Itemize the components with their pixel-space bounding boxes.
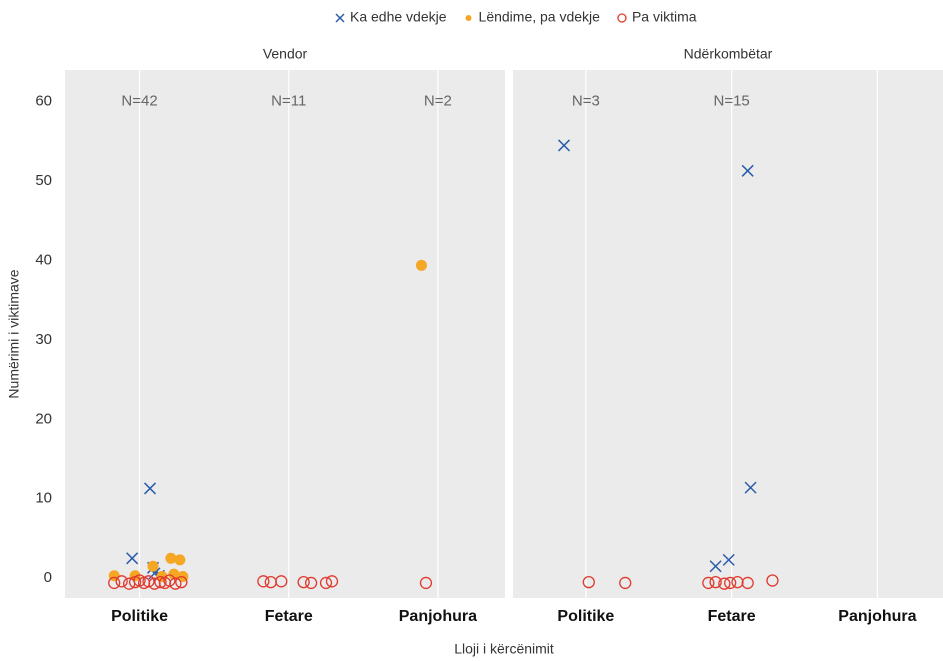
marker-circle — [702, 576, 715, 590]
x-axis-label: Lloji i kërcënimit — [454, 641, 554, 657]
marker-dot — [415, 259, 427, 271]
marker-circle — [731, 575, 744, 589]
marker-cross — [722, 553, 735, 566]
annotation: N=15 — [714, 93, 750, 110]
marker-circle — [766, 574, 779, 587]
marker-circle — [108, 576, 121, 590]
marker-circle — [304, 576, 318, 590]
marker-circle — [275, 575, 288, 588]
legend-label: Lëndime, pa vdekje — [479, 9, 601, 25]
marker-circle — [617, 13, 627, 23]
marker-dot — [465, 15, 472, 21]
legend-label: Pa viktima — [632, 9, 697, 25]
facet-title: Vendor — [263, 46, 308, 62]
marker-cross — [143, 482, 157, 495]
x-tick-label: Fetare — [708, 608, 756, 625]
marker-circle — [741, 576, 754, 590]
marker-circle — [419, 576, 433, 590]
marker-cross — [557, 139, 571, 152]
y-tick-label: 30 — [35, 331, 52, 348]
y-tick-label: 50 — [35, 172, 52, 189]
marker-circle — [319, 576, 333, 590]
cross-stroke — [741, 164, 754, 177]
marker-circle — [718, 577, 731, 590]
cross-stroke — [335, 13, 345, 23]
marker-circle — [325, 575, 339, 588]
cross-stroke — [744, 481, 757, 494]
x-tick-label: Politike — [557, 608, 614, 625]
marker-cross — [126, 552, 139, 565]
marker-cross — [335, 13, 345, 23]
marker-circle — [582, 575, 595, 589]
legend-label: Ka edhe vdekje — [350, 9, 447, 25]
marker-circle — [154, 575, 167, 589]
annotation: N=42 — [121, 93, 157, 110]
marker-circle — [142, 575, 155, 588]
y-tick-label: 60 — [35, 93, 52, 110]
marker-dot — [147, 560, 159, 572]
marker-cross — [741, 164, 754, 177]
marker-circle — [115, 575, 128, 588]
marker-dot — [168, 568, 180, 580]
marker-circle — [724, 576, 737, 590]
annotation: N=2 — [424, 93, 452, 110]
cross-stroke — [722, 553, 735, 566]
marker-cross — [709, 560, 722, 573]
panel-background — [513, 70, 943, 598]
cross-stroke — [143, 482, 157, 495]
panel-background — [65, 70, 505, 598]
marker-circle — [169, 577, 182, 590]
x-tick-label: Fetare — [265, 608, 313, 625]
marker-cross — [744, 481, 757, 494]
marker-dot — [174, 554, 186, 566]
marker-circle — [297, 575, 310, 589]
marker-circle — [709, 575, 722, 589]
marker-circle — [257, 575, 270, 588]
cross-stroke — [126, 552, 139, 565]
y-tick-label: 20 — [35, 410, 52, 427]
marker-dot — [165, 552, 177, 564]
x-tick-label: Panjohura — [399, 608, 477, 625]
annotation: N=3 — [572, 93, 600, 110]
facet-title: Ndërkombëtar — [684, 46, 773, 62]
y-tick-label: 10 — [35, 490, 52, 507]
y-tick-label: 0 — [44, 569, 52, 586]
y-axis-label: Numërimi i viktimave — [6, 269, 22, 398]
x-tick-label: Politike — [111, 608, 168, 625]
marker-circle — [163, 574, 176, 587]
cross-stroke — [557, 139, 571, 152]
cross-stroke — [709, 560, 722, 573]
annotation: N=11 — [271, 93, 306, 110]
marker-circle — [175, 575, 188, 589]
y-tick-label: 40 — [35, 252, 52, 269]
marker-circle — [619, 576, 632, 590]
x-tick-label: Panjohura — [838, 608, 916, 625]
